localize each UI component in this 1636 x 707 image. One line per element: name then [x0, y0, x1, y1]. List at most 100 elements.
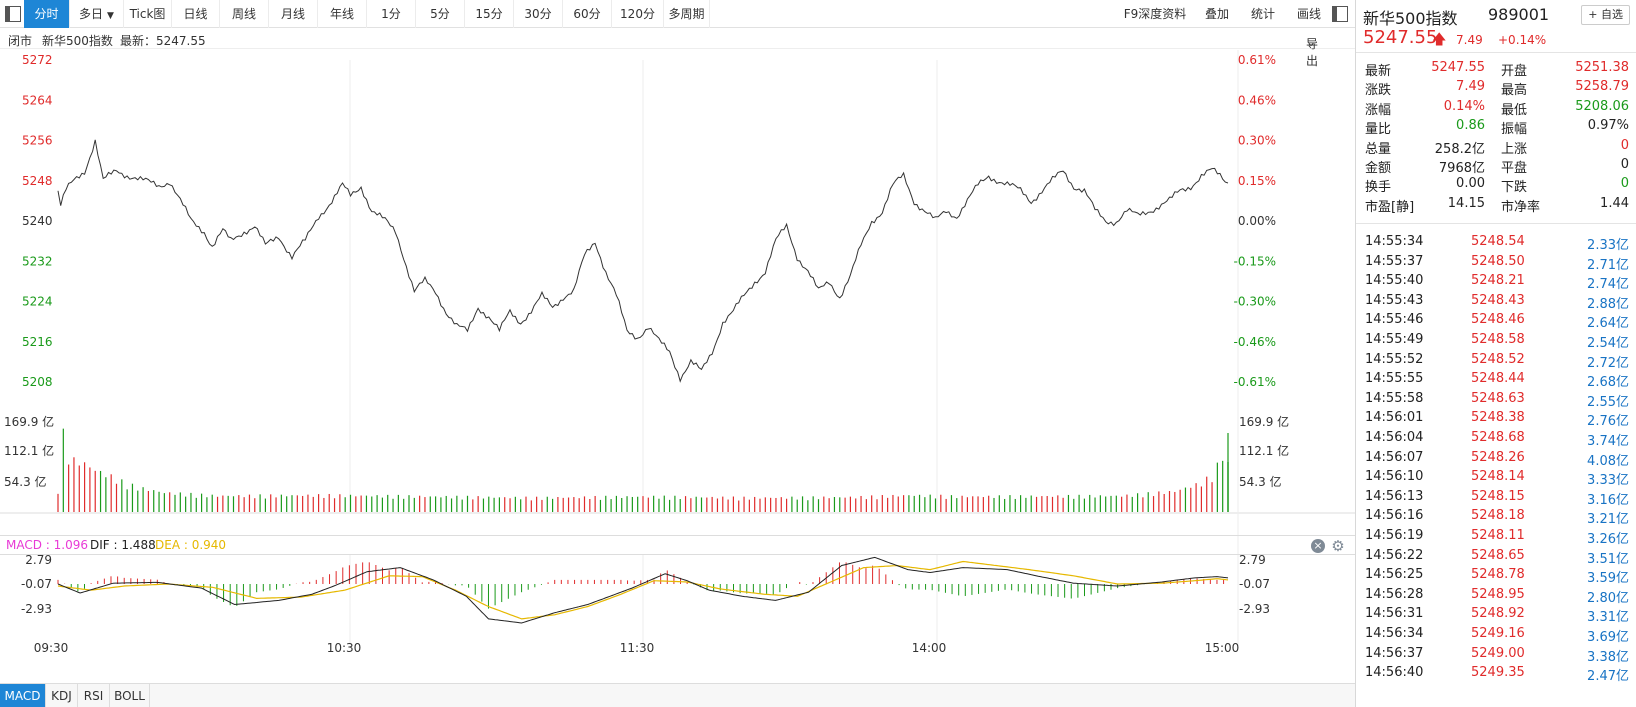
add-watchlist-button[interactable]: + 自选 [1581, 5, 1630, 25]
right-panel-toggle-icon[interactable] [1332, 6, 1348, 22]
quote-value: 1.44 [1600, 195, 1629, 211]
tick-price: 5248.14 [1471, 469, 1525, 485]
tick-price: 5249.16 [1471, 626, 1525, 641]
tick-time: 14:56:28 [1365, 586, 1424, 602]
tab-tick[interactable]: Tick图 [124, 0, 172, 28]
statistics-button[interactable]: 统计 [1250, 7, 1275, 21]
tab-multi-day-label: 多日 [79, 7, 104, 21]
chevron-down-icon: ⌄ [1306, 35, 1317, 49]
tick-price: 5248.92 [1471, 606, 1525, 622]
tab-60min[interactable]: 60分 [563, 0, 612, 28]
quote-value: 5208.06 [1575, 98, 1629, 114]
quote-row: 涨跌 7.49 最高 5258.79 [1356, 77, 1636, 98]
quote-value: 0.97% [1587, 118, 1629, 134]
macd-legend-bar: MACD : 1.096 DIF : 1.488 DEA : 0.940 × ⚙ [0, 535, 1355, 555]
gear-icon[interactable]: ⚙ [1331, 537, 1345, 555]
percent-axis-label: 0.15% [1238, 174, 1276, 188]
tab-5min[interactable]: 5分 [416, 0, 465, 28]
quote-value: 5247.55 [1431, 60, 1485, 75]
chart-toolbar: 分时 多日 ▼ Tick图 日线 周线 月线 年线 1分 5分 15分 30分 6… [0, 0, 1355, 28]
quote-row: 量比 0.86 振幅 0.97% [1356, 116, 1636, 138]
tick-price: 5248.26 [1471, 449, 1525, 465]
tab-kdj[interactable]: KDJ [46, 684, 78, 707]
tab-intraday[interactable]: 分时 [24, 0, 70, 28]
tick-volume: 3.16亿 [1587, 492, 1629, 508]
price-axis-label: 5240 [22, 214, 53, 228]
tick-time: 14:56:10 [1365, 469, 1424, 485]
left-panel-toggle-icon[interactable] [5, 6, 21, 22]
tab-multi-period[interactable]: 多周期 [664, 0, 710, 28]
chart-area[interactable]: 5272 5264 5256 5248 5240 5232 5224 5216 5208 0.61… [0, 49, 1355, 683]
tab-30min[interactable]: 30分 [514, 0, 563, 28]
quote-row: 最新 5247.55 开盘 5251.38 [1356, 58, 1636, 79]
tick-volume: 3.31亿 [1587, 610, 1629, 626]
tab-rsi[interactable]: RSI [78, 684, 110, 707]
tab-yearly[interactable]: 年线 [318, 0, 367, 28]
volume-axis-label: 112.1 亿 [1239, 443, 1289, 458]
tick-row: 14:56:22 5248.65 3.51亿 [1356, 546, 1636, 567]
tick-time: 14:56:40 [1365, 665, 1424, 681]
time-axis-label: 11:30 [620, 641, 655, 655]
latest-price-label: 最新：5247.55 [120, 34, 206, 48]
tab-weekly[interactable]: 周线 [220, 0, 269, 28]
macd-axis-label: 2.79 [25, 553, 52, 567]
tick-time: 14:55:34 [1365, 234, 1424, 249]
quote-row: 总量 258.2亿 上涨 0 [1356, 136, 1636, 157]
tick-time: 14:55:46 [1365, 312, 1424, 328]
quote-label: 金额 [1365, 161, 1392, 176]
tab-macd[interactable]: MACD [0, 684, 46, 707]
drawing-button[interactable]: 画线 [1296, 7, 1321, 21]
chart-info-bar: 闭市 新华500指数 最新：5247.55 导出 ⌄ [0, 29, 1355, 68]
quote-label: 市净率 [1501, 199, 1541, 215]
quote-value: 5251.38 [1575, 60, 1629, 75]
tick-row: 14:56:01 5248.38 2.76亿 [1356, 408, 1636, 430]
quote-value: 0.86 [1456, 118, 1485, 134]
arrow-up-icon: 🡅 [1432, 32, 1447, 48]
quote-label: 下跌 [1501, 180, 1528, 196]
tick-row: 14:55:43 5248.43 2.88亿 [1356, 291, 1636, 312]
tick-volume: 4.08亿 [1587, 453, 1629, 469]
macd-axis-label: -0.07 [1239, 577, 1270, 591]
tab-15min[interactable]: 15分 [465, 0, 514, 28]
tick-price: 5249.35 [1471, 665, 1525, 681]
tick-row: 14:55:40 5248.21 2.74亿 [1356, 271, 1636, 293]
tick-price: 5248.11 [1471, 528, 1525, 543]
tick-row: 14:56:25 5248.78 3.59亿 [1356, 565, 1636, 586]
percent-axis-label: -0.61% [1234, 375, 1276, 389]
tick-volume: 2.72亿 [1587, 355, 1629, 371]
time-axis-label: 14:00 [912, 641, 947, 655]
f9-deep-data-button[interactable]: F9深度资料 [1123, 7, 1187, 21]
tick-volume: 2.47亿 [1587, 669, 1629, 685]
tab-boll[interactable]: BOLL [110, 684, 150, 707]
tick-volume: 2.80亿 [1587, 590, 1629, 606]
tick-row: 14:56:19 5248.11 3.26亿 [1356, 526, 1636, 547]
tick-row: 14:55:55 5248.44 2.68亿 [1356, 369, 1636, 390]
tick-volume: 2.74亿 [1587, 277, 1629, 293]
tab-1min[interactable]: 1分 [367, 0, 416, 28]
tab-multi-day[interactable]: 多日 ▼ [70, 0, 124, 28]
tick-time: 14:55:37 [1365, 253, 1424, 269]
tick-volume: 2.88亿 [1587, 296, 1629, 312]
tick-volume: 2.33亿 [1587, 238, 1629, 253]
macd-axis-label: -2.93 [21, 602, 52, 616]
tick-volume: 3.51亿 [1587, 551, 1629, 567]
tab-daily[interactable]: 日线 [172, 0, 220, 28]
tick-volume: 2.76亿 [1587, 414, 1629, 430]
tick-price: 5248.58 [1471, 332, 1525, 347]
tab-120min[interactable]: 120分 [612, 0, 664, 28]
index-name: 新华500指数 [42, 34, 113, 48]
price-change: 7.49 [1456, 33, 1483, 47]
tick-price: 5249.00 [1471, 645, 1525, 661]
tab-monthly[interactable]: 月线 [269, 0, 318, 28]
overlay-button[interactable]: 叠加 [1204, 7, 1229, 21]
quote-value: 0 [1620, 157, 1629, 172]
tick-row: 14:56:16 5248.18 3.21亿 [1356, 506, 1636, 528]
close-icon[interactable]: × [1311, 539, 1325, 553]
tick-price: 5248.38 [1471, 410, 1525, 426]
quote-value: 0 [1620, 137, 1629, 153]
quote-panel: 新华500指数 989001 + 自选 5247.55 🡅 7.49 +0.14… [1355, 0, 1636, 707]
tick-volume: 3.21亿 [1587, 512, 1629, 528]
quote-label: 量比 [1365, 122, 1392, 138]
tick-time: 14:55:49 [1365, 332, 1424, 347]
percent-axis-label: 0.30% [1238, 134, 1276, 148]
